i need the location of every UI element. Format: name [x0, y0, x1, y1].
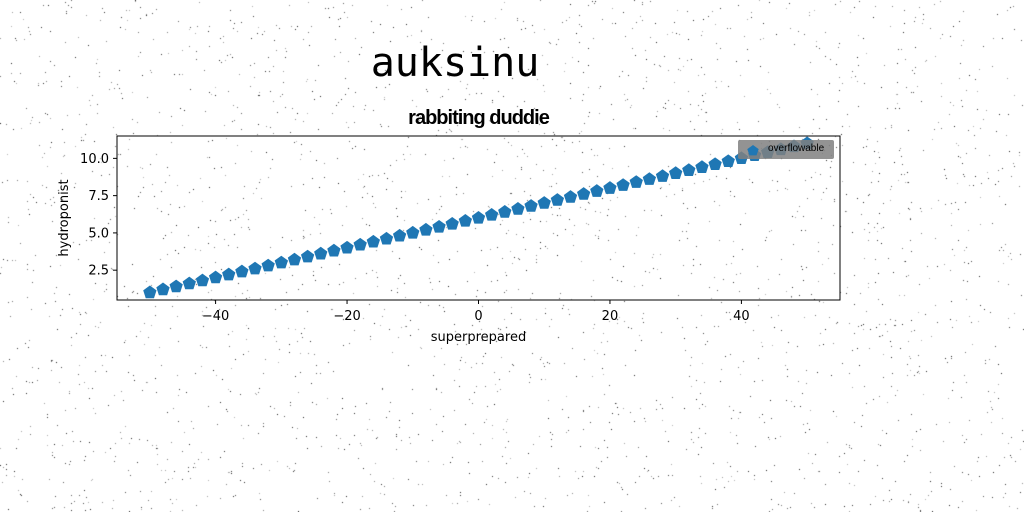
y-axis: 2.5 5.0 7.5 10.0 — [80, 152, 117, 279]
data-point — [274, 255, 288, 269]
data-point — [471, 211, 486, 224]
y-tick-label: 2.5 — [88, 264, 109, 279]
data-point — [537, 196, 551, 209]
legend-marker-icon — [747, 145, 759, 156]
y-tick-label: 10.0 — [80, 152, 109, 167]
data-point — [235, 264, 249, 278]
y-tick-label: 5.0 — [88, 226, 109, 241]
data-point — [314, 246, 328, 260]
data-point — [392, 228, 407, 242]
data-point — [248, 261, 262, 275]
data-point — [498, 205, 512, 218]
data-point — [327, 243, 341, 257]
data-point — [669, 166, 683, 179]
data-point — [287, 252, 302, 266]
data-point — [195, 273, 210, 287]
data-point — [353, 237, 367, 251]
data-point — [524, 199, 538, 212]
data-point — [603, 181, 617, 194]
data-point — [682, 163, 696, 176]
figure-suptitle: auksinu — [370, 40, 540, 86]
data-point — [340, 240, 354, 254]
legend: overflowable — [738, 140, 834, 159]
data-point — [300, 249, 315, 263]
x-tick-label: 20 — [602, 309, 619, 324]
data-point — [445, 216, 459, 230]
x-axis: −40 −20 0 20 40 — [202, 300, 750, 324]
data-point — [379, 231, 394, 245]
data-point — [208, 270, 223, 284]
data-point — [563, 190, 578, 203]
x-axis-label: superprepared — [431, 330, 526, 345]
data-point — [182, 276, 196, 290]
data-point — [156, 282, 170, 296]
chart-title: rabbiting duddie — [408, 107, 550, 129]
legend-label: overflowable — [768, 143, 825, 154]
data-point — [721, 154, 735, 168]
x-tick-label: −40 — [202, 309, 229, 324]
data-point — [550, 193, 565, 206]
y-tick-label: 7.5 — [88, 189, 109, 204]
data-point — [695, 160, 709, 173]
data-point — [406, 225, 420, 239]
data-point — [261, 258, 275, 272]
data-point — [642, 172, 657, 185]
data-point — [458, 213, 473, 227]
data-point — [511, 202, 525, 215]
x-tick-label: 0 — [474, 309, 482, 324]
scatter-series — [143, 136, 814, 299]
data-point — [590, 184, 604, 197]
data-point — [629, 175, 643, 188]
data-point — [655, 169, 670, 182]
data-point — [169, 279, 183, 293]
data-point — [222, 267, 236, 281]
data-point — [616, 178, 630, 191]
x-tick-label: −20 — [333, 309, 360, 324]
y-axis-label: hydroponist — [57, 179, 72, 256]
data-point — [577, 187, 591, 200]
data-point — [366, 234, 380, 248]
data-point — [432, 219, 446, 233]
data-point — [143, 285, 157, 299]
data-point — [484, 208, 499, 221]
data-point — [708, 157, 722, 170]
x-tick-label: 40 — [733, 309, 750, 324]
data-point — [419, 222, 433, 236]
